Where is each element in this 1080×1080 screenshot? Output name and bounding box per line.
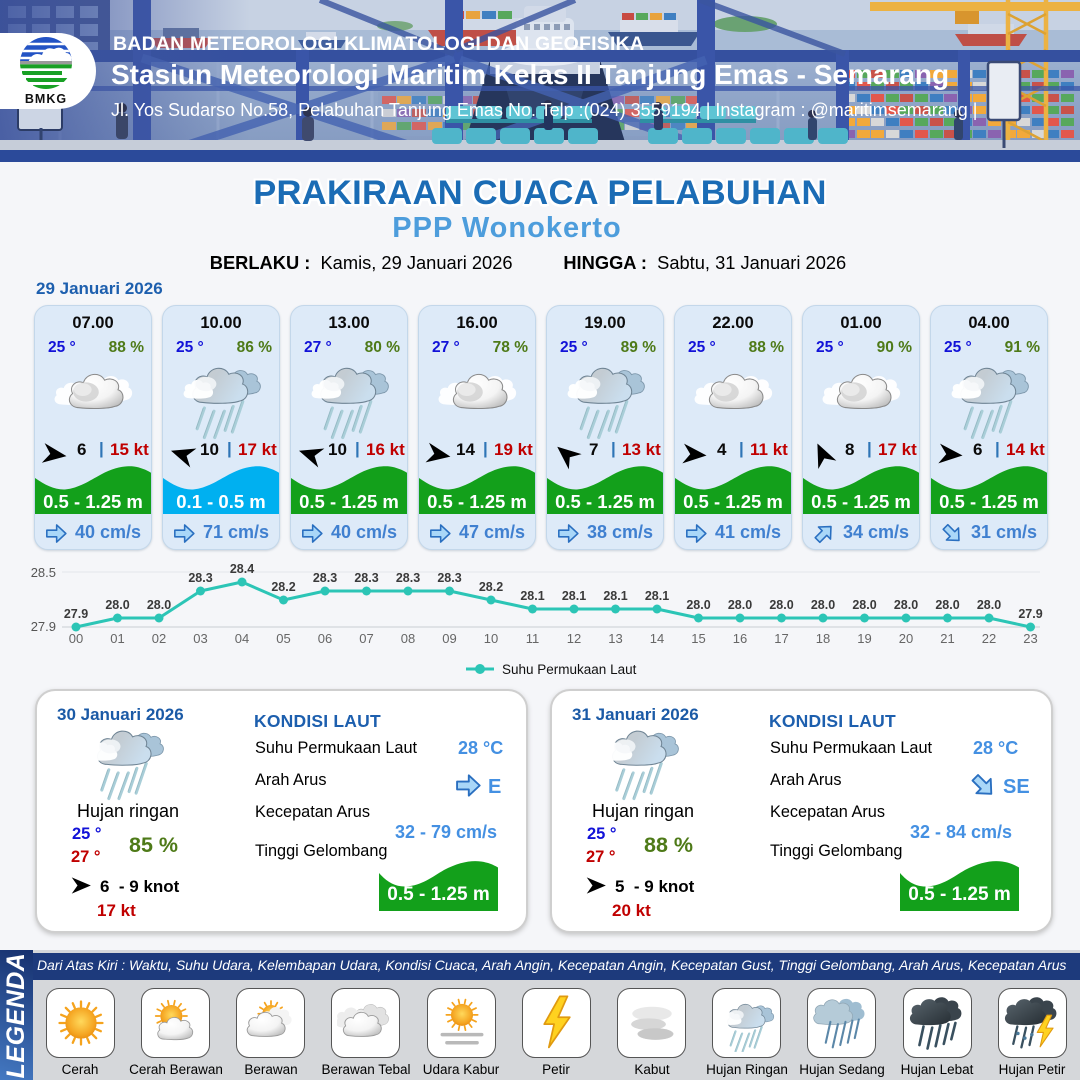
svg-text:28.0: 28.0 (894, 598, 918, 612)
svg-text:17: 17 (774, 631, 788, 646)
svg-text:02: 02 (152, 631, 166, 646)
svg-text:04: 04 (235, 631, 249, 646)
svg-text:28.0: 28.0 (852, 598, 876, 612)
svg-text:06: 06 (318, 631, 332, 646)
svg-text:28.2: 28.2 (271, 580, 295, 594)
svg-text:28.3: 28.3 (437, 571, 461, 585)
svg-text:Jl. Yos Sudarso No.58, Pelabuh: Jl. Yos Sudarso No.58, Pelabuhan Tanjung… (111, 100, 977, 120)
svg-text:27.9: 27.9 (31, 619, 56, 634)
svg-text:27.9: 27.9 (64, 607, 88, 621)
svg-text:28.0: 28.0 (769, 598, 793, 612)
svg-text:16: 16 (733, 631, 747, 646)
svg-text:05: 05 (276, 631, 290, 646)
svg-text:11: 11 (526, 631, 540, 646)
svg-text:28.1: 28.1 (645, 589, 669, 603)
svg-text:28.1: 28.1 (603, 589, 627, 603)
svg-text:BADAN METEOROLOGI KLIMATOLOGI: BADAN METEOROLOGI KLIMATOLOGI DAN GEOFIS… (113, 33, 644, 55)
svg-text:Suhu Permukaan Laut: Suhu Permukaan Laut (502, 662, 637, 677)
svg-text:28.4: 28.4 (230, 562, 254, 576)
svg-text:13: 13 (608, 631, 622, 646)
svg-text:09: 09 (442, 631, 456, 646)
svg-text:10: 10 (484, 631, 498, 646)
svg-text:28.0: 28.0 (686, 598, 710, 612)
svg-text:27.9: 27.9 (1018, 607, 1042, 621)
svg-text:28.0: 28.0 (935, 598, 959, 612)
svg-text:18: 18 (816, 631, 830, 646)
svg-text:28.5: 28.5 (31, 565, 56, 580)
svg-text:28.0: 28.0 (728, 598, 752, 612)
svg-text:28.0: 28.0 (105, 598, 129, 612)
svg-text:07: 07 (359, 631, 373, 646)
svg-text:28.0: 28.0 (811, 598, 835, 612)
svg-text:28.3: 28.3 (188, 571, 212, 585)
svg-text:23: 23 (1023, 631, 1037, 646)
svg-text:15: 15 (691, 631, 705, 646)
svg-text:28.0: 28.0 (147, 598, 171, 612)
svg-text:00: 00 (69, 631, 83, 646)
svg-text:28.3: 28.3 (313, 571, 337, 585)
svg-text:28.3: 28.3 (354, 571, 378, 585)
svg-text:21: 21 (940, 631, 954, 646)
svg-text:28.1: 28.1 (520, 589, 544, 603)
svg-text:BMKG: BMKG (25, 92, 67, 106)
svg-text:19: 19 (857, 631, 871, 646)
svg-text:01: 01 (110, 631, 124, 646)
svg-text:28.3: 28.3 (396, 571, 420, 585)
svg-text:14: 14 (650, 631, 664, 646)
svg-text:28.1: 28.1 (562, 589, 586, 603)
svg-text:22: 22 (982, 631, 996, 646)
svg-text:03: 03 (193, 631, 207, 646)
svg-text:08: 08 (401, 631, 415, 646)
svg-text:12: 12 (567, 631, 581, 646)
svg-text:28.0: 28.0 (977, 598, 1001, 612)
svg-text:28.2: 28.2 (479, 580, 503, 594)
svg-text:Stasiun Meteorologi Maritim Ke: Stasiun Meteorologi Maritim Kelas II Tan… (111, 59, 949, 90)
svg-text:20: 20 (899, 631, 913, 646)
